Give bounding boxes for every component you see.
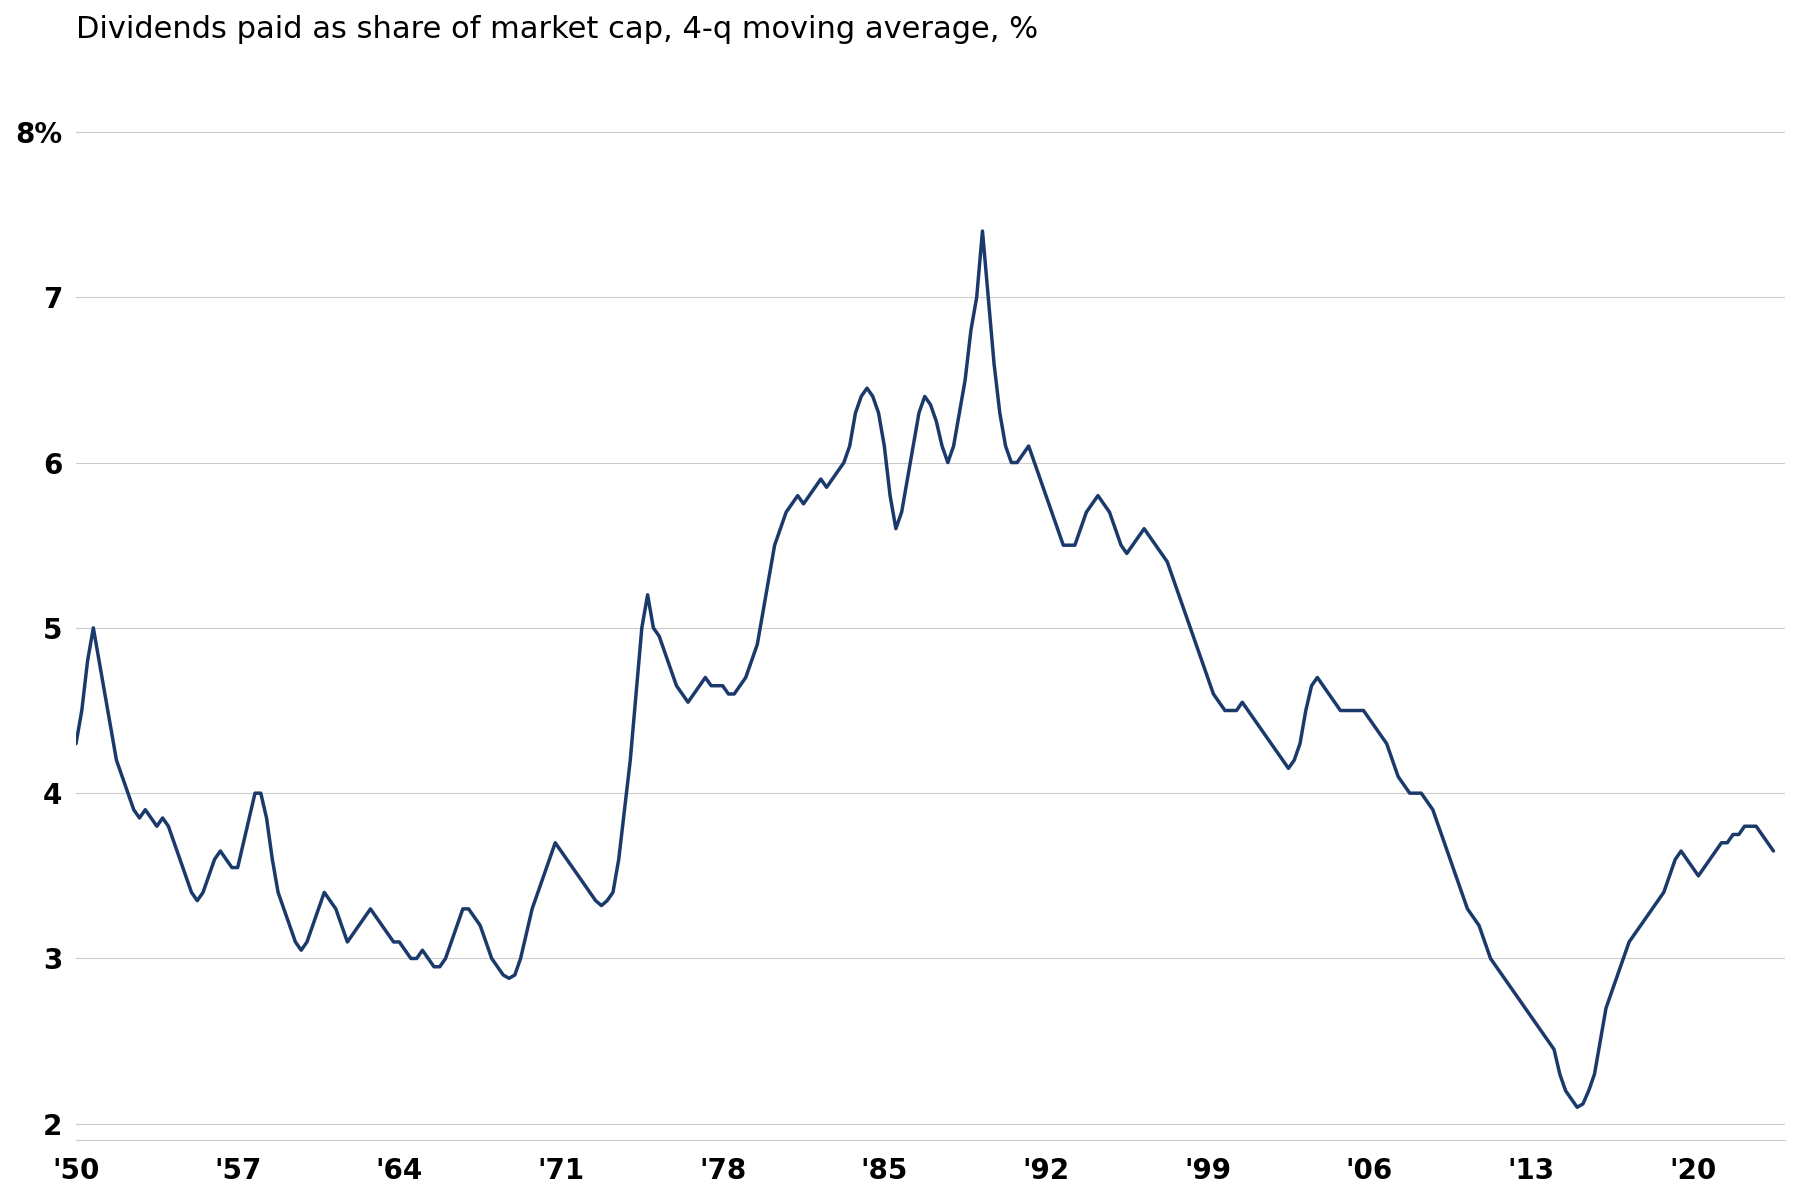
Text: Dividends paid as share of market cap, 4-q moving average, %: Dividends paid as share of market cap, 4…	[76, 14, 1039, 44]
